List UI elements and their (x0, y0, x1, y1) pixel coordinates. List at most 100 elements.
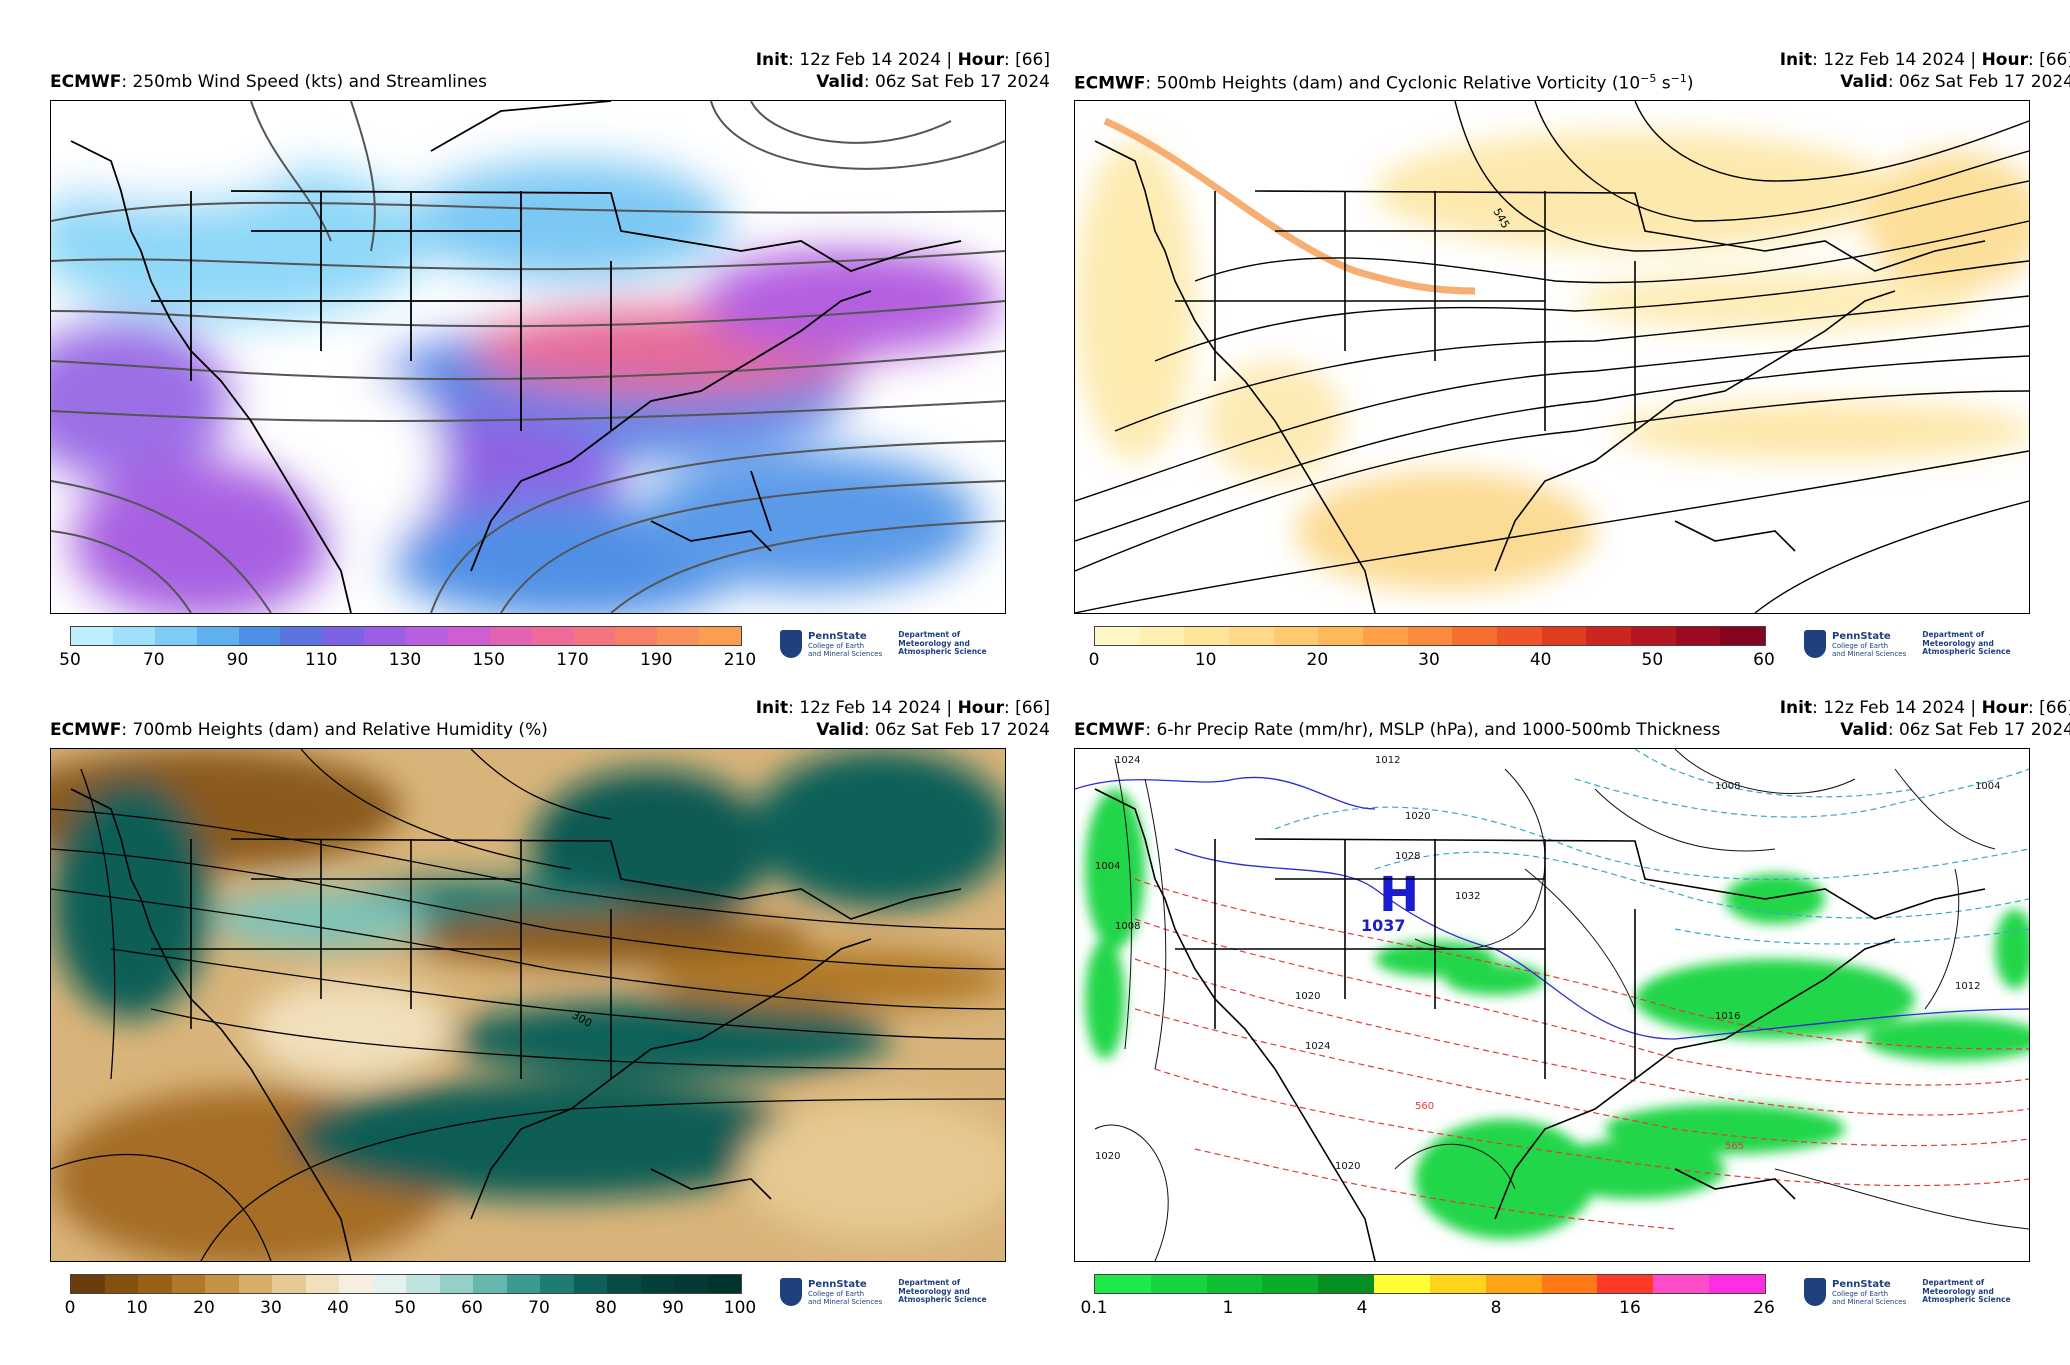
logo-college: College of Earth (1832, 1289, 1889, 1298)
colorbar-tick-label: 0 (1088, 650, 1100, 670)
colorbar-tick-label: 170 (556, 650, 589, 670)
colorbar-ticks: 0 10 20 30 40 50 60 (1089, 650, 1775, 672)
isobar-label: 1020 (1095, 1151, 1120, 1162)
colorbar-ticks: 50 70 90 110 130 150 170 190 210 (59, 650, 756, 672)
colorbar-swatch (205, 1275, 239, 1293)
colorbar-tick-label: 90 (226, 650, 249, 670)
pennstate-shield-icon (1804, 1278, 1826, 1306)
colorbar-swatch (339, 1275, 373, 1293)
colorbar-swatch (607, 1275, 641, 1293)
colorbar-swatch (322, 627, 365, 645)
colorbar-tick-label: 70 (142, 650, 165, 670)
colorbar-swatch (573, 1275, 607, 1293)
isobar-label: 1020 (1335, 1161, 1360, 1172)
humidity-map: 300 (50, 748, 1006, 1262)
colorbar-swatch (406, 1275, 440, 1293)
colorbar-swatch (1318, 627, 1364, 645)
logo-college: College of Earth (1832, 641, 1889, 650)
colorbar-swatch (1184, 627, 1230, 645)
colorbar-swatch (1407, 627, 1453, 645)
colorbar-swatch (615, 627, 658, 645)
pennstate-logo: PennState College of Earth and Mineral Sci… (1804, 1274, 2024, 1310)
isobar-label: 1020 (1295, 991, 1320, 1002)
colorbar-swatch (154, 627, 197, 645)
colorbar-swatch (1150, 1275, 1207, 1293)
valid-line: Valid: 06z Sat Feb 17 2024 (816, 720, 1050, 740)
isobar-label: 1032 (1455, 891, 1480, 902)
logo-dept-2: Meteorology and (898, 638, 970, 648)
colorbar-tick-label: 210 (723, 650, 757, 670)
colorbar-swatch (104, 1275, 138, 1293)
isobar-label: 1012 (1955, 981, 1980, 992)
colorbar-swatch (473, 1275, 507, 1293)
colorbar-swatch (1497, 627, 1542, 645)
colorbar-swatch (707, 1275, 741, 1293)
colorbar (1094, 1274, 1766, 1294)
logo-dept-3: Atmospheric Science (898, 1295, 987, 1305)
colorbar-swatch (1262, 1275, 1319, 1293)
logo-dept: Department of (898, 630, 961, 640)
logo-dept-3: Atmospheric Science (898, 647, 987, 657)
colorbar-tick-label: 90 (662, 1298, 684, 1318)
colorbar-swatch (1273, 627, 1319, 645)
init-line: Init: 12z Feb 14 2024 | Hour: [66] (755, 698, 1050, 718)
panel-title: ECMWF: 250mb Wind Speed (kts) and Stream… (50, 72, 487, 92)
isobar-label: 1016 (1715, 1011, 1740, 1022)
colorbar-swatch (1095, 627, 1140, 645)
colorbar-swatch (1631, 627, 1676, 645)
colorbar-swatch (171, 1275, 205, 1293)
colorbar-swatch (573, 627, 616, 645)
panel-250mb-wind: Init: 12z Feb 14 2024 | Hour: [66] ECMWF… (50, 48, 1050, 688)
colorbar-tick-label: 26 (1753, 1298, 1775, 1318)
colorbar-tick-label: 10 (126, 1298, 148, 1318)
colorbar-swatch (1095, 1275, 1151, 1293)
panel-500mb-vorticity: Init: 12z Feb 14 2024 | Hour: [66] ECMWF… (1074, 48, 2070, 688)
colorbar-swatch (1586, 627, 1632, 645)
colorbar-swatch (1318, 1275, 1375, 1293)
colorbar-swatch (447, 627, 490, 645)
colorbar-swatch (640, 1275, 674, 1293)
colorbar-tick-label: 30 (1418, 650, 1440, 670)
colorbar-swatch (699, 627, 741, 645)
colorbar-swatch (406, 627, 448, 645)
logo-college: College of Earth (808, 1289, 865, 1298)
colorbar-tick-label: 0 (64, 1298, 76, 1318)
colorbar-swatch (272, 1275, 306, 1293)
logo-college-2: and Mineral Sciences (1832, 1297, 1907, 1306)
colorbar-swatch (1452, 627, 1498, 645)
pennstate-logo: PennState College of Earth and Mineral Sci… (1804, 626, 2024, 662)
colorbar-swatch (238, 627, 281, 645)
colorbar-swatch (1229, 627, 1274, 645)
valid-line: Valid: 06z Sat Feb 17 2024 (1840, 720, 2070, 740)
colorbar-tick-label: 100 (723, 1298, 757, 1318)
colorbar-swatch (1541, 627, 1587, 645)
isobar-label: 1004 (1975, 781, 2000, 792)
high-pressure-letter: H (1379, 867, 1419, 923)
colorbar-swatch (1541, 1275, 1598, 1293)
pennstate-logo: PennState College of Earth and Mineral Sci… (780, 1274, 1000, 1310)
logo-college: College of Earth (808, 641, 865, 650)
isobar-label: 1028 (1395, 851, 1420, 862)
colorbar-swatch (1206, 1275, 1263, 1293)
thickness-label: 560 (1415, 1101, 1434, 1112)
logo-dept-2: Meteorology and (1922, 638, 1994, 648)
isobar-label: 1008 (1715, 781, 1740, 792)
colorbar-swatch (674, 1275, 708, 1293)
colorbar-tick-label: 50 (59, 650, 81, 670)
colorbar-tick-label: 70 (528, 1298, 550, 1318)
logo-college-2: and Mineral Sciences (1832, 649, 1907, 658)
colorbar-swatch (112, 627, 155, 645)
isobar-label: 1020 (1405, 811, 1430, 822)
colorbar-tick-label: 50 (1641, 650, 1664, 670)
colorbar (1094, 626, 1766, 646)
colorbar-swatch (1374, 1275, 1430, 1293)
logo-college-2: and Mineral Sciences (808, 649, 883, 658)
logo-dept: Department of (1922, 1278, 1985, 1288)
panel-precip-mslp: Init: 12z Feb 14 2024 | Hour: [66] ECMWF… (1074, 696, 2070, 1336)
logo-name: PennState (1832, 630, 1891, 642)
valid-line: Valid: 06z Sat Feb 17 2024 (816, 72, 1050, 92)
init-line: Init: 12z Feb 14 2024 | Hour: [66] (755, 50, 1050, 70)
colorbar-swatch (372, 1275, 406, 1293)
colorbar-swatch (1363, 627, 1408, 645)
colorbar-swatch (305, 1275, 339, 1293)
